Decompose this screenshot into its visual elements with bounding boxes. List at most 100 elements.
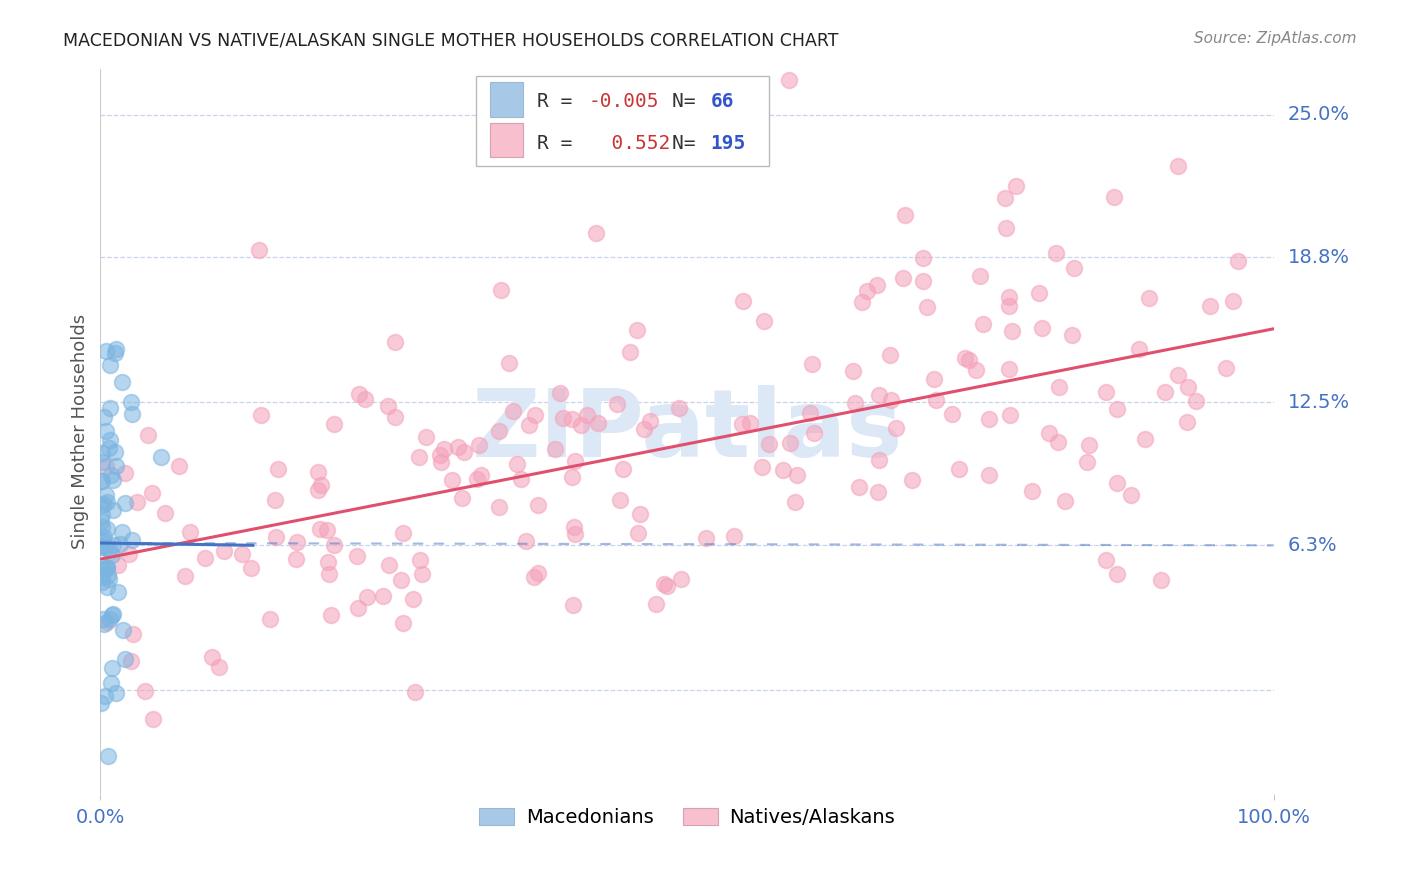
Text: -0.005: -0.005 <box>589 92 659 111</box>
Point <box>100 467 122 482</box>
Point <box>1226 254 1249 268</box>
FancyBboxPatch shape <box>475 76 769 167</box>
Point <box>868 484 890 499</box>
Point <box>1076 455 1098 469</box>
Point <box>779 436 801 450</box>
Point <box>378 558 401 573</box>
Point <box>108 537 131 551</box>
Point <box>1167 159 1189 173</box>
Point <box>1175 415 1198 429</box>
Point <box>114 467 136 481</box>
Point <box>1062 328 1084 343</box>
Point <box>155 506 177 520</box>
Point <box>977 468 1000 483</box>
Point <box>523 409 546 423</box>
Point <box>134 684 156 698</box>
Point <box>309 522 332 536</box>
Point <box>104 445 127 459</box>
Point <box>208 660 231 674</box>
Point <box>97 568 120 582</box>
FancyBboxPatch shape <box>489 123 523 157</box>
Point <box>972 318 994 332</box>
Text: 25.0%: 25.0% <box>1288 105 1350 124</box>
Text: 195: 195 <box>710 135 745 153</box>
Point <box>430 455 453 469</box>
Point <box>1121 488 1143 502</box>
Point <box>977 411 1000 425</box>
Point <box>562 599 585 613</box>
Point <box>1047 434 1070 449</box>
Point <box>104 458 127 473</box>
Point <box>585 226 607 240</box>
Point <box>1031 320 1053 334</box>
Point <box>1028 285 1050 300</box>
Point <box>1005 178 1028 193</box>
Point <box>1139 291 1161 305</box>
Point <box>569 417 592 432</box>
Point <box>247 243 270 257</box>
Text: 18.8%: 18.8% <box>1288 248 1350 267</box>
Point <box>447 441 470 455</box>
Point <box>1038 426 1060 441</box>
Point <box>201 649 224 664</box>
Point <box>90 574 112 589</box>
Point <box>91 570 114 584</box>
Point <box>353 392 375 406</box>
Point <box>100 676 122 690</box>
Point <box>392 525 415 540</box>
Point <box>468 438 491 452</box>
Point <box>865 277 887 292</box>
Point <box>90 446 112 460</box>
Point <box>309 477 332 491</box>
Point <box>626 526 648 541</box>
Point <box>912 251 935 265</box>
Point <box>998 290 1021 304</box>
Point <box>879 393 901 408</box>
Point <box>994 221 1017 235</box>
Point <box>564 453 586 467</box>
Point <box>105 343 128 357</box>
Point <box>868 388 890 402</box>
Point <box>998 299 1021 313</box>
Point <box>515 534 537 549</box>
Point <box>994 191 1017 205</box>
Point <box>1102 190 1125 204</box>
Point <box>384 409 406 424</box>
Point <box>609 493 631 508</box>
Point <box>231 547 253 561</box>
Point <box>1000 409 1022 423</box>
Point <box>96 459 118 474</box>
Point <box>855 284 877 298</box>
Point <box>453 445 475 459</box>
Point <box>107 584 129 599</box>
Point <box>318 567 340 582</box>
Point <box>239 560 262 574</box>
Text: 6.3%: 6.3% <box>1288 536 1337 555</box>
Point <box>93 530 115 544</box>
Point <box>924 372 946 386</box>
Point <box>588 416 610 430</box>
Point <box>315 523 337 537</box>
Point <box>997 362 1019 376</box>
Point <box>751 460 773 475</box>
Point <box>97 542 120 557</box>
Point <box>91 508 114 522</box>
Point <box>645 597 668 611</box>
Point <box>377 399 399 413</box>
Point <box>284 551 307 566</box>
Point <box>925 392 948 407</box>
Point <box>506 457 529 471</box>
Point <box>90 515 112 529</box>
Point <box>1167 368 1189 383</box>
Point <box>101 661 124 675</box>
Point <box>91 520 114 534</box>
Point <box>97 572 120 586</box>
Point <box>450 491 472 505</box>
Point <box>799 406 821 420</box>
Point <box>104 346 127 360</box>
Point <box>470 468 492 483</box>
Point <box>562 520 585 534</box>
Point <box>250 408 273 422</box>
Point <box>879 348 901 362</box>
Point <box>94 424 117 438</box>
